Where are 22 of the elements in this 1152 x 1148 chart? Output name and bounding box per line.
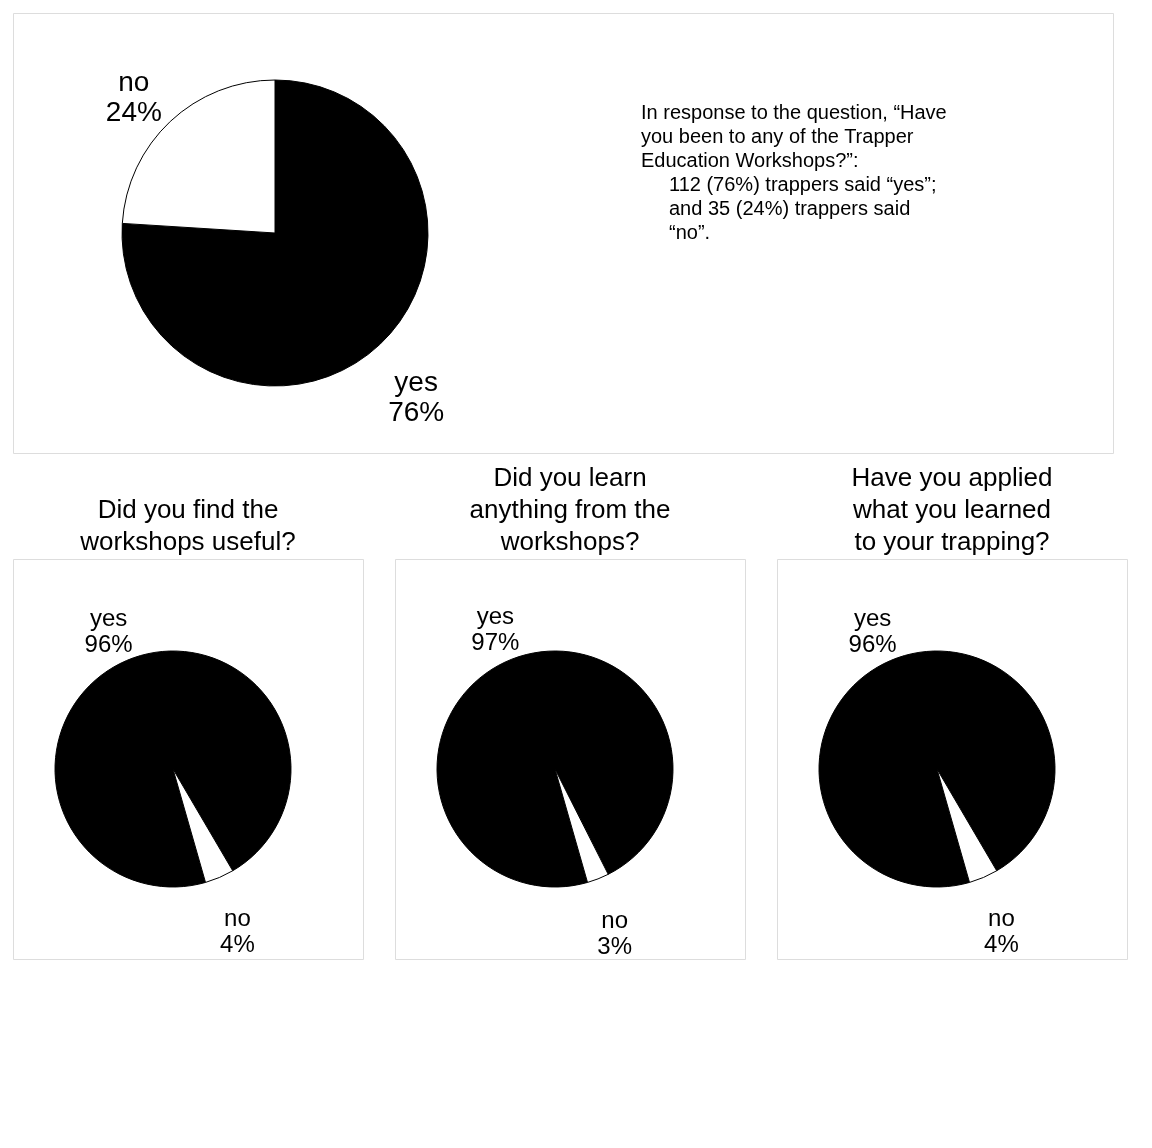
slice-label: yes <box>853 603 892 631</box>
slice-label: yes <box>89 603 128 631</box>
chart-title: Did you find the workshops useful? <box>79 494 296 556</box>
slice-label: yes <box>394 366 438 398</box>
slice-label: no <box>601 906 629 934</box>
data-label: 4% <box>220 930 255 958</box>
slice-label: yes <box>476 601 514 629</box>
chart-title: Have you applied what you learned to your trapping? <box>851 462 1053 556</box>
data-label: 3% <box>597 932 633 960</box>
slice-label: no <box>224 904 251 932</box>
pie-slice <box>54 650 292 888</box>
chart-title: Did you learn anything from the workshops? <box>469 462 671 556</box>
text: and 35 (24%) trappers said “no”. <box>669 197 911 243</box>
slice-label: no <box>118 65 150 97</box>
pie-slice <box>818 650 1056 888</box>
data-label: 76% <box>388 396 445 428</box>
text: 112 (76%) trappers said “yes”; <box>669 173 937 195</box>
data-label: 4% <box>984 930 1019 958</box>
pie-slice <box>436 650 674 888</box>
data-label: 24% <box>105 95 162 127</box>
slice-label: no <box>988 904 1015 932</box>
text: In response to the question, “Have you been to any of the Trapper Education Workshops?”: <box>641 101 947 171</box>
